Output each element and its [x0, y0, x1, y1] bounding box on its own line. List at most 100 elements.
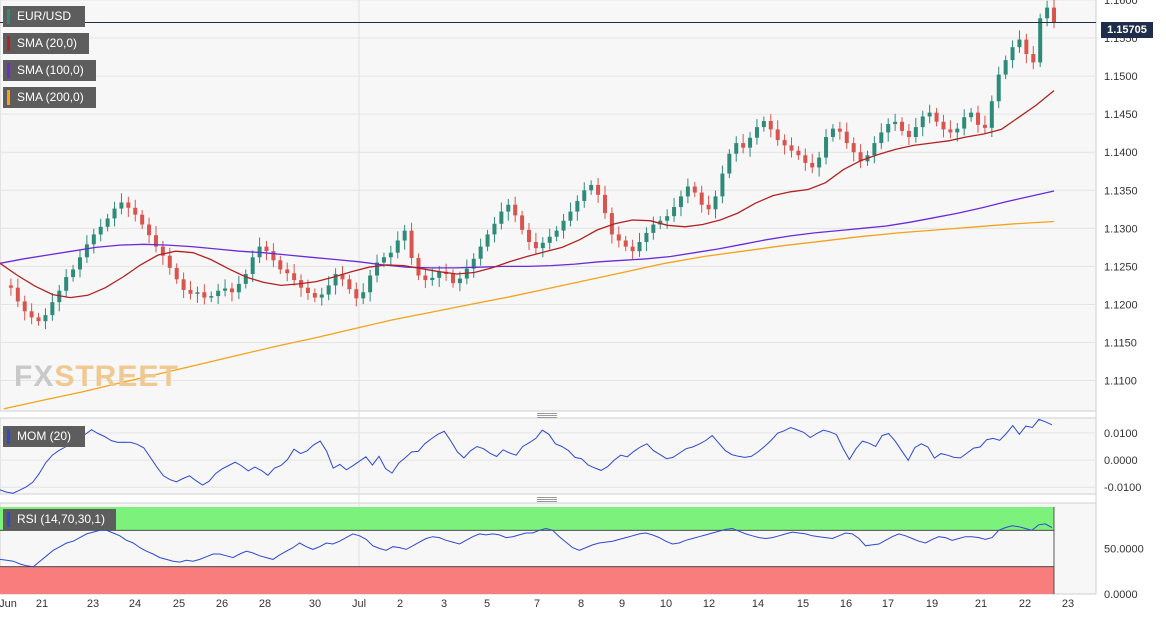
candle-body — [195, 292, 200, 294]
candle-body — [202, 292, 207, 298]
price-tick-label: 1.1150 — [1104, 338, 1137, 350]
candle-body — [250, 257, 255, 274]
candle-body — [326, 285, 331, 295]
x-tick-label: 15 — [797, 598, 809, 610]
pane-resize-handle-1[interactable] — [537, 412, 557, 419]
pair-swatch-icon — [7, 9, 10, 24]
candle-body — [969, 112, 974, 118]
mom-tick-label: -0.0100 — [1104, 482, 1141, 494]
candle-body — [181, 279, 186, 290]
candle-body — [15, 287, 20, 302]
candle-body — [1017, 39, 1022, 48]
candle-body — [789, 145, 794, 151]
candle-body — [105, 218, 110, 227]
candle-body — [22, 301, 27, 312]
candle-body — [368, 275, 373, 293]
candle-body — [955, 128, 960, 133]
candle-body — [243, 274, 248, 284]
candle-body — [292, 273, 297, 281]
x-tick-label: 17 — [882, 598, 894, 610]
candle-body — [962, 117, 967, 129]
candle-body — [153, 235, 158, 247]
candle-body — [906, 130, 911, 137]
candle-body — [651, 224, 656, 233]
candle-body — [409, 230, 414, 259]
candle-body — [734, 143, 739, 154]
candle-body — [533, 242, 538, 249]
candle-body — [540, 242, 545, 249]
candle-body — [920, 116, 925, 128]
x-tick-label: 21 — [975, 598, 987, 610]
candle-body — [381, 257, 386, 263]
candle-body — [810, 162, 815, 168]
legend-mom[interactable]: MOM (20) — [3, 426, 85, 447]
candle-body — [665, 216, 670, 221]
legend-sma20[interactable]: SMA (20,0) — [3, 33, 89, 54]
sma100-swatch-icon — [7, 63, 10, 78]
candle-body — [133, 207, 138, 215]
candle-body — [761, 121, 766, 128]
mom-tick-label: 0.0000 — [1104, 455, 1138, 467]
candle-body — [1003, 60, 1008, 75]
candle-body — [844, 131, 849, 144]
x-tick-label: 9 — [619, 598, 625, 610]
candle-body — [616, 234, 621, 241]
candle-body — [471, 258, 476, 269]
legend-rsi-label: RSI (14,70,30,1) — [17, 512, 106, 526]
candle-body — [982, 124, 987, 128]
candle-body — [478, 246, 483, 259]
pane-resize-handle-2[interactable] — [537, 496, 557, 503]
rsi-tick-label: 0.0000 — [1104, 589, 1138, 601]
mom-tick-label: 0.0100 — [1104, 428, 1138, 440]
candle-body — [285, 269, 290, 274]
candle-body — [1045, 7, 1050, 19]
fxstreet-watermark: FXSTREET — [14, 360, 179, 393]
candle-body — [520, 215, 525, 230]
candle-body — [402, 230, 407, 241]
legend-sma100[interactable]: SMA (100,0) — [3, 60, 96, 81]
candle-body — [609, 213, 614, 235]
candle-body — [416, 258, 421, 276]
candle-body — [796, 150, 801, 156]
candle-body — [216, 290, 221, 297]
sma200-swatch-icon — [7, 90, 10, 105]
candle-body — [91, 234, 96, 245]
candle-body — [637, 242, 642, 252]
x-tick-label: 19 — [926, 598, 938, 610]
candle-body — [775, 129, 780, 141]
sma200-line — [3, 220, 1055, 410]
candle-body — [29, 311, 34, 318]
candle-body — [1010, 47, 1015, 61]
candle-body — [568, 211, 573, 221]
candle-body — [1052, 7, 1056, 23]
candle-body — [223, 288, 228, 291]
candle-body — [77, 257, 82, 270]
price-tick-label: 1.1100 — [1104, 376, 1137, 388]
legend-sma20-label: SMA (20,0) — [17, 36, 78, 50]
legend-rsi[interactable]: RSI (14,70,30,1) — [3, 509, 116, 530]
x-tick-label: Jul — [352, 598, 366, 610]
candle-body — [1024, 39, 1029, 55]
candle-body — [644, 232, 649, 243]
x-tick-label: 24 — [129, 598, 141, 610]
candle-body — [375, 262, 380, 276]
candle-body — [741, 143, 746, 148]
rsi-overbought-zone — [0, 507, 1054, 531]
legend-pair[interactable]: EUR/USD — [3, 6, 85, 27]
candle-body — [71, 269, 76, 278]
candle-body — [996, 74, 1001, 102]
candle-body — [596, 184, 601, 195]
candle-body — [623, 240, 628, 247]
candle-body — [319, 294, 324, 298]
candle-body — [941, 121, 946, 130]
candle-body — [395, 240, 400, 253]
candle-body — [50, 302, 55, 316]
legend-sma200-label: SMA (200,0) — [17, 90, 84, 104]
legend-sma200[interactable]: SMA (200,0) — [3, 87, 96, 108]
price-tick-label: 1.1350 — [1104, 185, 1138, 197]
candle-body — [547, 236, 552, 243]
candle-body — [485, 234, 490, 247]
candle-body — [754, 127, 759, 138]
candle-body — [167, 255, 172, 268]
